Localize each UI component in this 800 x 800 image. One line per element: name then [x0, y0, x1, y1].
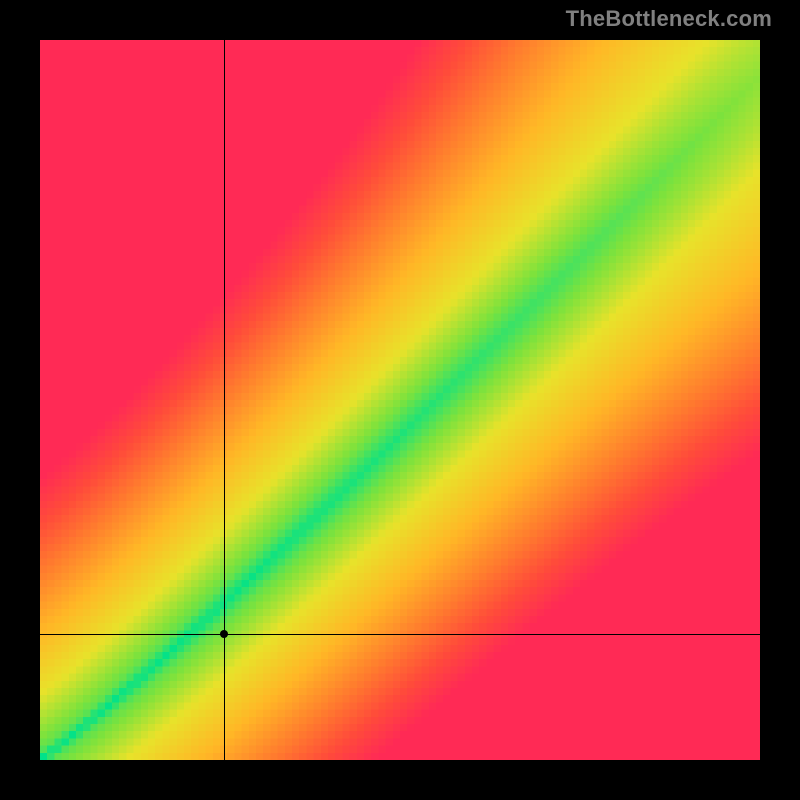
watermark-text: TheBottleneck.com	[566, 6, 772, 32]
plot-area	[40, 40, 760, 760]
chart-container: TheBottleneck.com	[0, 0, 800, 800]
crosshair-horizontal	[40, 634, 760, 635]
crosshair-vertical	[224, 40, 225, 760]
bottleneck-heatmap	[40, 40, 760, 760]
selection-dot	[220, 630, 228, 638]
